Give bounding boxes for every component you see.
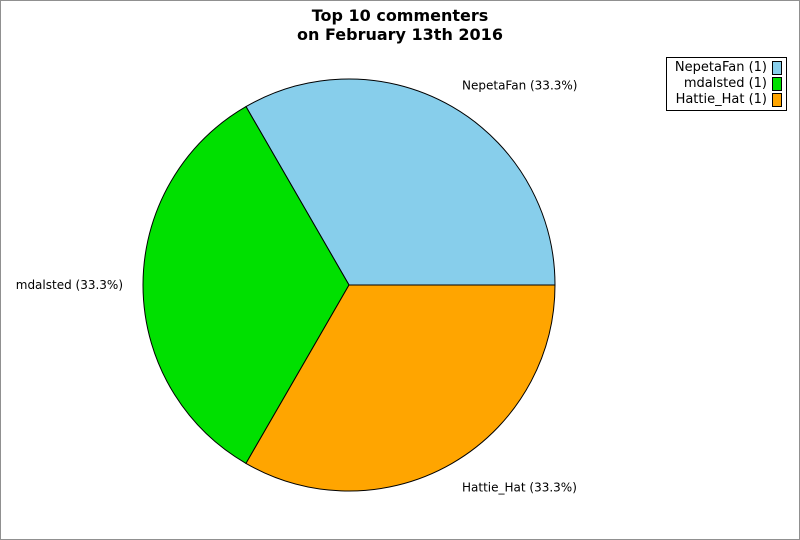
legend-row-mdalsted: mdalsted (1) [671,76,782,92]
legend-label: NepetaFan (1) [674,60,767,75]
legend-swatch [772,93,782,107]
legend-swatch [772,61,782,75]
slice-callout-mdalsted: mdalsted (33.3%) [16,278,123,292]
legend-swatch [772,77,782,91]
pie-slice-NepetaFan [245,78,556,286]
chart-title-line2: on February 13th 2016 [297,25,503,44]
slice-callout-Hattie_Hat: Hattie_Hat (33.3%) [462,481,577,495]
legend-row-NepetaFan: NepetaFan (1) [671,60,782,76]
slice-callout-NepetaFan: NepetaFan (33.3%) [462,78,577,92]
pie-slice-mdalsted [142,105,350,465]
legend-label: mdalsted (1) [683,76,767,91]
legend: NepetaFan (1) mdalsted (1) Hattie_Hat (1) [666,57,787,111]
legend-label: Hattie_Hat (1) [675,92,767,107]
chart-title: Top 10 commenters on February 13th 2016 [1,6,799,44]
pie-slice-Hattie_Hat [245,284,556,492]
chart-title-line1: Top 10 commenters [311,6,489,25]
legend-row-Hattie_Hat: Hattie_Hat (1) [671,92,782,108]
